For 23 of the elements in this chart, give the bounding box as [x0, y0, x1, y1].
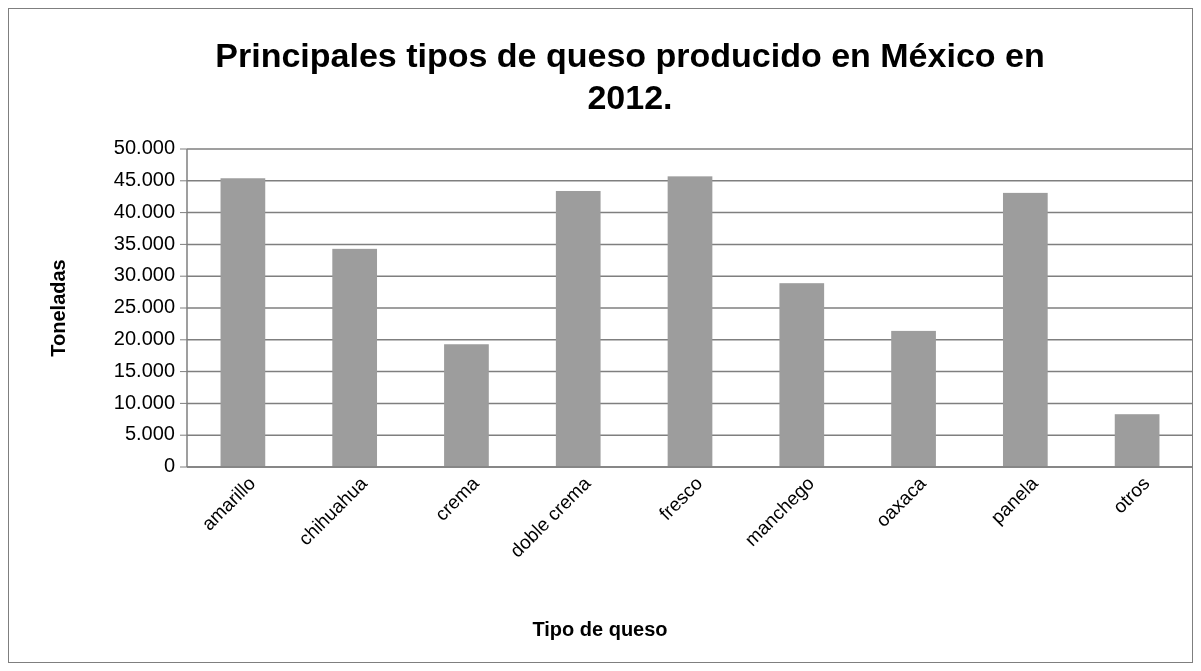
bar	[444, 344, 489, 467]
bar	[555, 190, 601, 467]
y-tick-label: 20.000	[113, 327, 175, 350]
y-tick-label: 45.000	[113, 168, 175, 191]
y-tick-label: 10.000	[113, 390, 175, 413]
bar	[1114, 414, 1160, 467]
bar	[891, 330, 936, 467]
y-tick-label: 30.000	[113, 263, 175, 286]
bar	[667, 176, 713, 467]
y-tick-label: 15.000	[113, 358, 175, 381]
x-axis-title: Tipo de queso	[532, 618, 668, 640]
y-tick-label: 35.000	[113, 231, 175, 254]
y-tick-label: 0	[163, 454, 175, 477]
y-tick-label: 25.000	[113, 295, 175, 318]
bar	[779, 283, 825, 467]
bar	[332, 248, 378, 467]
bar	[1002, 192, 1048, 467]
y-tick-label: 5.000	[124, 422, 175, 445]
bar	[220, 178, 266, 467]
y-tick-label: 40.000	[113, 199, 175, 222]
chart-title: Principales tipos de queso producido en México en 2012.	[215, 35, 1045, 116]
y-tick-label: 50.000	[113, 136, 175, 159]
y-axis-title: Toneladas	[47, 259, 69, 357]
